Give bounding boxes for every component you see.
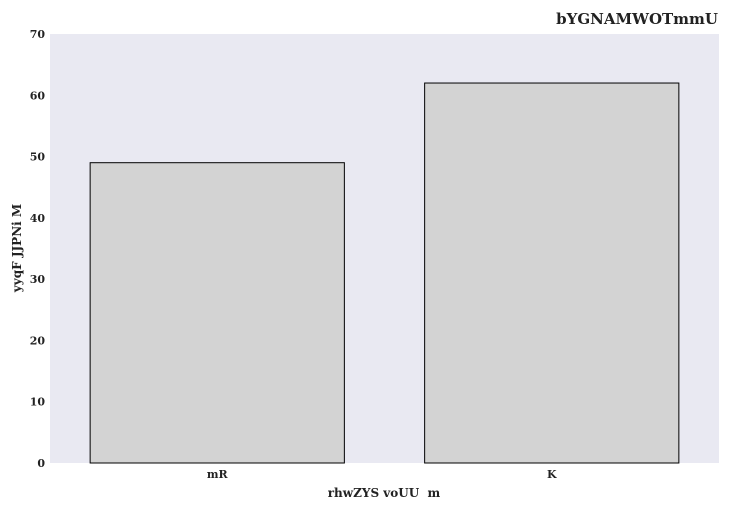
bar-K [424,82,680,464]
y-axis-ticks: 0 10 20 30 40 50 60 70 [30,28,46,470]
x-axis-label: rhwZYS voUU m [328,486,441,500]
y-tick-label: 50 [30,151,46,164]
x-tick-label: mR [207,468,229,481]
y-tick-label: 60 [30,89,46,102]
y-tick-label: 20 [30,334,46,347]
y-tick-label: 70 [30,28,46,41]
y-tick-label: 40 [30,212,46,225]
y-axis-label: yyqF JJPNi M [10,204,24,293]
chart-title: bYGNAMWOTmmU [556,10,718,28]
bars-group [89,82,680,464]
x-tick-label: K [547,468,557,481]
y-tick-label: 10 [30,396,46,409]
y-tick-label: 30 [30,273,46,286]
x-axis-ticks: mR K [207,468,557,481]
bar-mR [89,162,345,464]
y-tick-label: 0 [37,457,45,470]
